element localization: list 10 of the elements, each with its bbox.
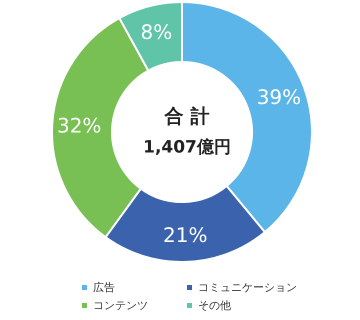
legend-label: コンテンツ [93,299,148,312]
data-label: 39% [256,85,302,110]
text: 1,407億円 [143,138,231,158]
data-label: 32% [56,114,102,138]
text: 合 計 [164,106,210,128]
data-label: 8% [140,20,172,44]
legend-label: コミュニケーション [198,281,297,294]
data-label: 21% [163,222,208,247]
legend-label: その他 [198,299,231,312]
legend-label: 広告 [93,281,115,294]
